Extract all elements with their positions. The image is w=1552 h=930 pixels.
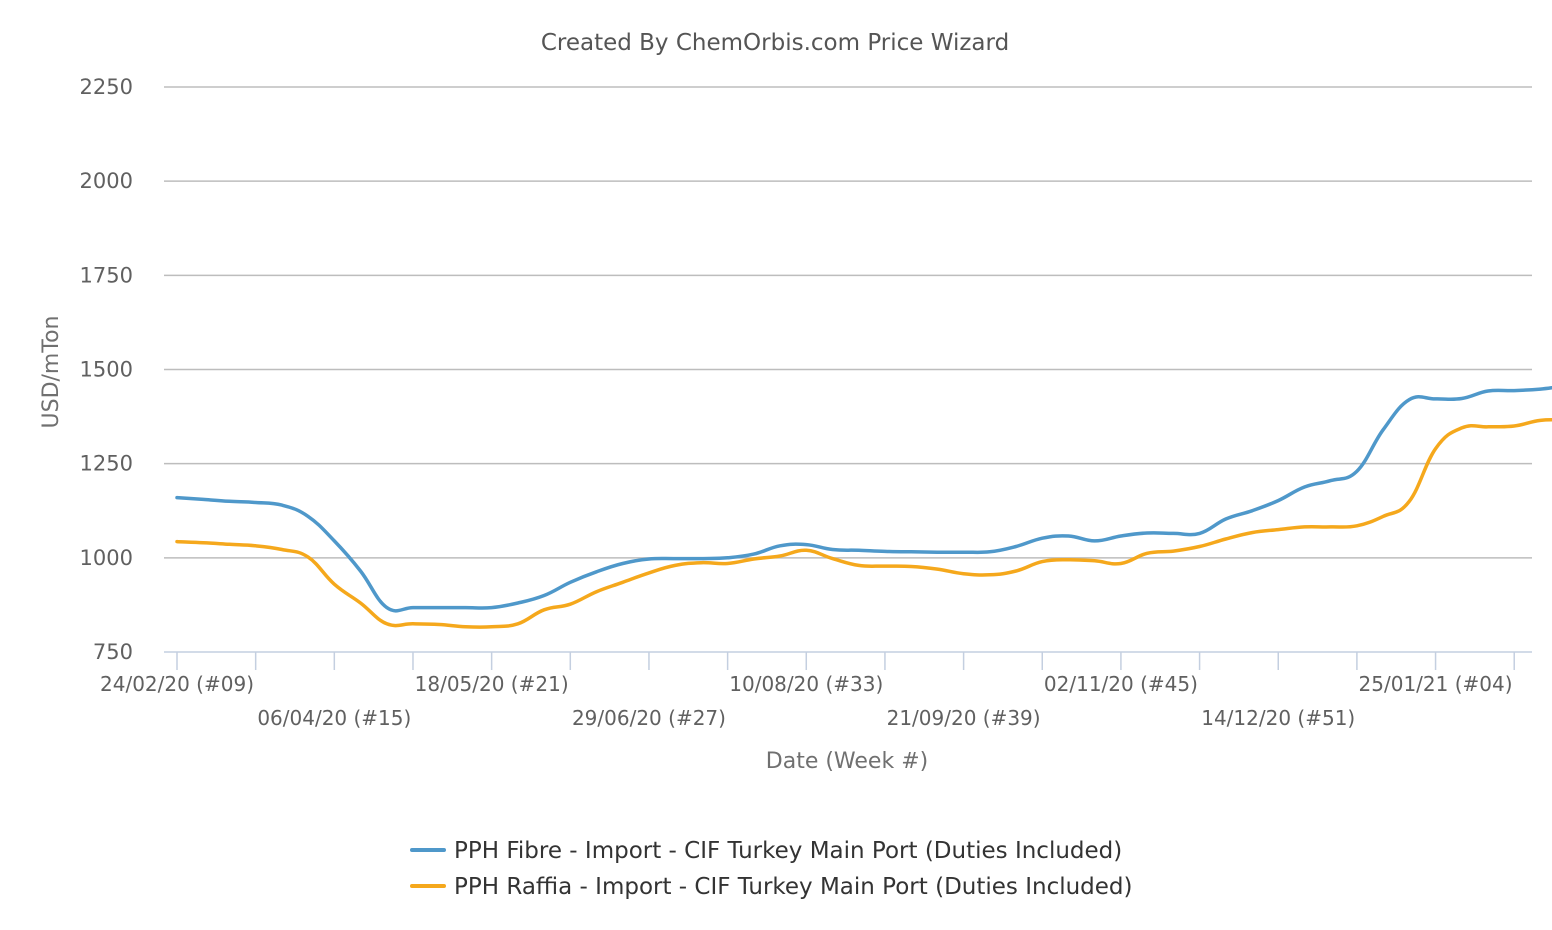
series-line-2[interactable]: [175, 235, 1552, 629]
x-tick-label: 21/09/20 (#39): [887, 706, 1041, 730]
x-tick-label: 02/11/20 (#45): [1044, 672, 1198, 696]
x-axis: 24/02/20 (#09)06/04/20 (#15)18/05/20 (#2…: [100, 651, 1532, 730]
x-tick-label: 29/06/20 (#27): [572, 706, 726, 730]
x-tick-label: 18/05/20 (#21): [415, 672, 569, 696]
x-tick-label: 24/02/20 (#09): [100, 672, 254, 696]
y-tick-label: 1750: [80, 263, 133, 287]
x-tick-label: 25/01/21 (#04): [1359, 672, 1513, 696]
legend: PPH Fibre - Import - CIF Turkey Main Por…: [410, 838, 1133, 900]
series-line-1[interactable]: [175, 202, 1552, 613]
y-tick-label: 2000: [80, 169, 133, 193]
legend-item-label[interactable]: PPH Fibre - Import - CIF Turkey Main Por…: [454, 838, 1122, 864]
y-tick-label: 1250: [80, 452, 133, 476]
y-tick-label: 1000: [80, 546, 133, 570]
y-tick-label: 1500: [80, 358, 133, 382]
series-lines: [175, 202, 1552, 629]
y-tick-label: 2250: [80, 75, 133, 99]
legend-item-label[interactable]: PPH Raffia - Import - CIF Turkey Main Po…: [454, 874, 1133, 900]
x-axis-title: Date (Week #): [766, 749, 928, 774]
grid-lines: [164, 86, 1532, 559]
x-tick-label: 06/04/20 (#15): [257, 706, 411, 730]
x-tick-label: 10/08/20 (#33): [729, 672, 883, 696]
chart-title: Created By ChemOrbis.com Price Wizard: [541, 30, 1009, 56]
y-axis-title: USD/mTon: [39, 316, 64, 429]
y-axis-tick-labels: 750 1000 1250 1500 1750 2000 2250: [80, 75, 133, 664]
x-tick-label: 14/12/20 (#51): [1201, 706, 1355, 730]
y-tick-label: 750: [93, 640, 133, 664]
